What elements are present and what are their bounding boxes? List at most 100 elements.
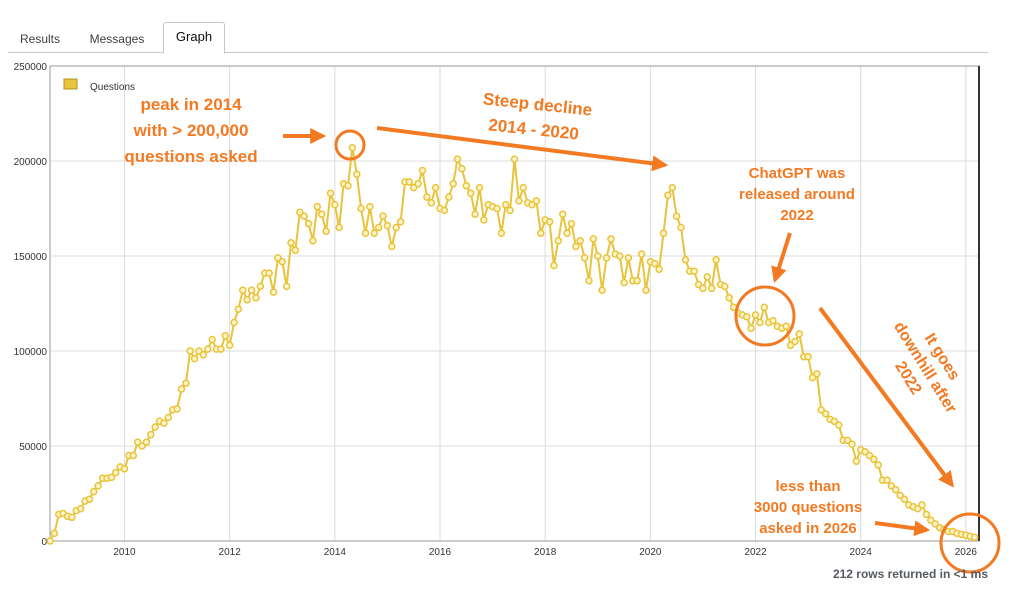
data-point	[76, 504, 85, 513]
data-point	[756, 318, 764, 327]
data-point	[743, 313, 751, 321]
data-point	[466, 189, 475, 198]
data-point	[515, 197, 523, 205]
annotation-less: less than 3000 questions asked in 2026	[754, 478, 1001, 574]
data-point	[493, 204, 501, 213]
data-point	[221, 332, 230, 340]
data-point	[431, 183, 440, 192]
data-point	[497, 229, 506, 237]
data-point	[804, 352, 812, 361]
data-point	[326, 189, 335, 198]
tab-graph[interactable]: Graph	[163, 22, 225, 54]
data-point	[256, 282, 265, 291]
data-point	[46, 537, 54, 545]
annotation-chatgpt-line-3: 2022	[780, 207, 813, 224]
rows-returned-status: 212 rows returned in <1 ms	[832, 567, 988, 581]
data-point	[370, 229, 379, 237]
data-point	[190, 354, 199, 363]
data-point	[322, 227, 330, 236]
annotation-chatgpt-line-2: released around	[739, 186, 855, 203]
y-tick-label: 0	[41, 537, 47, 548]
annotation-decline-line-2: 2014 - 2020	[487, 115, 579, 143]
data-point	[558, 210, 567, 218]
data-point	[554, 237, 563, 245]
data-point	[677, 223, 685, 232]
data-point	[721, 282, 729, 291]
data-point	[510, 155, 519, 163]
y-tick-label: 250000	[14, 62, 48, 73]
data-point	[348, 143, 357, 152]
data-point	[344, 181, 352, 190]
annotation-less-line-1: less than	[775, 478, 840, 495]
data-point	[453, 155, 462, 163]
data-point	[111, 468, 120, 477]
legend: Questions	[63, 78, 135, 93]
annotation-decline-arrow	[376, 126, 669, 172]
data-point	[537, 229, 545, 237]
data-point	[374, 223, 383, 232]
data-point	[624, 254, 633, 262]
x-tick-label: 2024	[850, 547, 873, 558]
data-point	[769, 316, 777, 325]
data-point	[173, 405, 181, 413]
data-point	[532, 197, 541, 205]
data-point	[204, 345, 212, 353]
data-point	[147, 430, 155, 439]
data-point	[572, 242, 580, 251]
annotation-chatgpt-arrow	[771, 232, 792, 284]
data-point	[414, 180, 422, 188]
data-point	[68, 513, 76, 522]
data-point	[247, 286, 256, 294]
data-point	[501, 200, 510, 209]
data-point	[186, 347, 194, 355]
data-point	[760, 303, 769, 312]
tab-messages[interactable]: Messages	[89, 32, 145, 46]
x-tick-label: 2018	[534, 547, 557, 558]
data-point	[142, 438, 151, 446]
annotation-downhill-arrow	[818, 306, 954, 488]
annotation-decline: Steep decline 2014 - 2020	[376, 89, 669, 172]
data-point	[313, 202, 322, 211]
data-point	[379, 212, 387, 220]
data-point	[50, 529, 59, 538]
x-tick-label: 2012	[219, 547, 242, 558]
x-tick-label: 2010	[113, 547, 136, 558]
data-point	[699, 284, 707, 293]
data-point	[199, 351, 208, 359]
data-point	[427, 199, 436, 207]
data-point	[813, 370, 821, 378]
annotation-peak-line-2: with > 200,000	[133, 121, 249, 140]
annotation-less-line-2: 3000 questions	[754, 499, 862, 516]
data-point	[747, 324, 755, 332]
data-point	[690, 267, 698, 275]
y-tick-label: 200000	[14, 157, 48, 168]
data-point	[883, 476, 891, 484]
annotation-chatgpt-line-1: ChatGPT was	[749, 165, 846, 182]
data-point	[252, 294, 260, 302]
annotation-downhill: It goes downhill after 2022	[890, 319, 963, 416]
data-point	[392, 223, 400, 232]
tab-results[interactable]: Results	[19, 32, 60, 46]
data-point	[576, 237, 584, 245]
data-point	[405, 178, 414, 186]
data-point	[225, 341, 234, 350]
data-point	[707, 284, 716, 293]
data-point	[239, 286, 247, 294]
data-point	[615, 252, 624, 260]
data-point	[177, 385, 186, 393]
data-point	[550, 261, 558, 270]
data-point	[423, 193, 431, 201]
data-point	[633, 276, 641, 285]
data-point	[900, 495, 909, 503]
data-point	[182, 379, 190, 388]
data-point	[107, 473, 116, 482]
annotation-less-arrow	[874, 520, 931, 537]
annotation-peak-line-3: questions asked	[124, 147, 257, 166]
annotation-less-circle	[939, 512, 1001, 574]
data-point	[852, 457, 861, 465]
x-tick-label: 2016	[429, 547, 452, 558]
data-point	[782, 322, 790, 331]
annotation-peak-circle	[334, 129, 366, 161]
data-point	[620, 278, 628, 287]
legend-swatch-questions	[63, 78, 78, 90]
